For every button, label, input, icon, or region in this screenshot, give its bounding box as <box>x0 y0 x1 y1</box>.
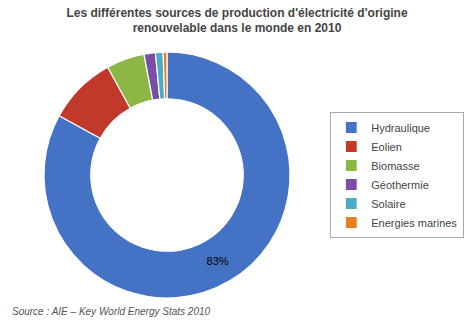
svg-text:Biomasse: Biomasse <box>371 160 419 172</box>
svg-text:Energies marines: Energies marines <box>371 217 457 229</box>
svg-text:Source : AIE – Key World Energ: Source : AIE – Key World Energy Stats 20… <box>12 306 211 317</box>
svg-text:83%: 83% <box>207 255 229 267</box>
svg-text:Géothermie: Géothermie <box>371 179 428 191</box>
svg-text:Eolien: Eolien <box>371 141 402 153</box>
svg-text:Solaire: Solaire <box>371 198 405 210</box>
svg-text:Les différentes sources de pro: Les différentes sources de production d'… <box>66 6 407 36</box>
svg-text:Hydraulique: Hydraulique <box>371 122 430 134</box>
